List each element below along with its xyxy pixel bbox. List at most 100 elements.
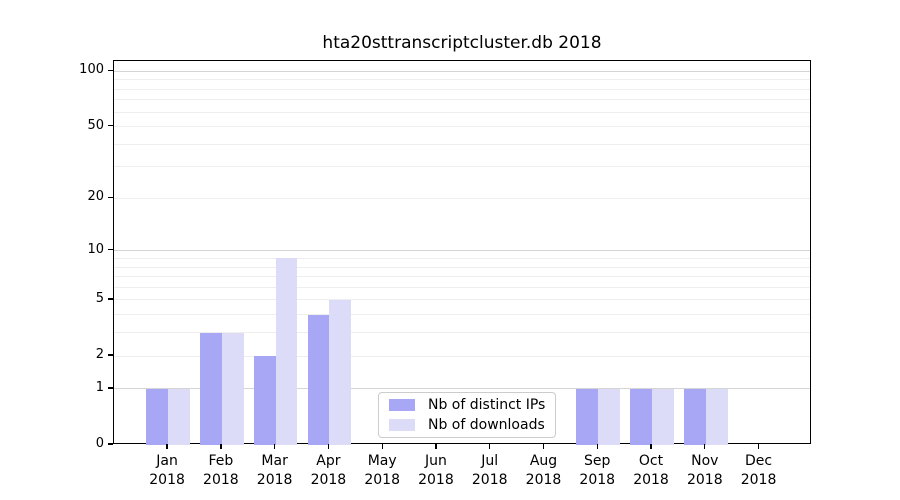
- minor-gridline: [114, 257, 810, 259]
- minor-gridline: [114, 299, 810, 301]
- plot-area: [113, 60, 811, 445]
- x-tick-label: Mar 2018: [243, 452, 307, 490]
- legend-swatch-distinct-ips: [389, 399, 415, 411]
- bar-distinct-ips: [146, 388, 169, 445]
- minor-gridline: [114, 276, 810, 278]
- x-tick-label: Apr 2018: [296, 452, 360, 490]
- chart-title: hta20sttranscriptcluster.db 2018: [322, 33, 602, 53]
- x-tick-label: Feb 2018: [189, 452, 253, 490]
- x-tick-label-month: May: [367, 453, 397, 469]
- y-tick-label: 2: [95, 347, 104, 362]
- bar-downloads: [168, 388, 190, 445]
- x-tick: [220, 444, 222, 449]
- x-tick: [435, 444, 437, 449]
- minor-gridline: [114, 166, 810, 168]
- x-tick: [542, 444, 545, 449]
- x-tick-label-year: 2018: [579, 472, 616, 488]
- x-tick-label-month: Aug: [529, 453, 558, 469]
- y-tick: [108, 387, 113, 389]
- x-tick-label-month: Oct: [638, 453, 664, 469]
- minor-gridline: [114, 286, 810, 288]
- x-tick-label-month: Apr: [316, 453, 341, 469]
- y-tick-label: 0: [95, 436, 104, 451]
- y-tick: [108, 354, 113, 356]
- x-tick-label-year: 2018: [633, 472, 669, 488]
- minor-gridline: [114, 88, 810, 90]
- minor-gridline: [114, 126, 810, 128]
- legend-label: Nb of downloads: [428, 417, 545, 433]
- bar-downloads: [329, 299, 352, 445]
- x-tick: [489, 444, 491, 449]
- y-tick-label: 1: [95, 379, 104, 395]
- major-gridline: [114, 70, 810, 72]
- y-tick-label: 5: [95, 290, 104, 306]
- y-tick-label: 100: [79, 62, 104, 78]
- y-tick: [108, 196, 113, 199]
- bar-distinct-ips: [307, 314, 330, 445]
- bar-distinct-ips: [200, 332, 222, 445]
- x-tick-label-year: 2018: [310, 472, 347, 488]
- legend: Nb of distinct IPs Nb of downloads: [378, 392, 557, 438]
- x-tick-label-month: Jun: [425, 453, 447, 469]
- y-tick: [108, 124, 113, 127]
- x-tick: [596, 444, 598, 449]
- minor-gridline: [114, 111, 810, 113]
- x-tick-label-month: Nov: [691, 453, 719, 469]
- x-tick-label-month: Jan: [156, 453, 178, 469]
- y-tick: [108, 298, 113, 300]
- x-tick-label-year: 2018: [525, 472, 562, 488]
- x-tick-label-year: 2018: [149, 472, 185, 488]
- bar-distinct-ips: [684, 388, 706, 445]
- bar-distinct-ips: [576, 388, 599, 445]
- x-tick-label-year: 2018: [740, 472, 777, 488]
- x-tick-label: Sep 2018: [565, 452, 629, 490]
- x-tick-label: Jan 2018: [135, 452, 199, 490]
- bar-downloads: [652, 388, 674, 445]
- x-tick: [704, 444, 706, 449]
- minor-gridline: [114, 332, 810, 334]
- x-tick: [381, 444, 383, 449]
- minor-gridline: [114, 266, 810, 268]
- bar-distinct-ips: [253, 356, 276, 445]
- x-tick: [273, 444, 276, 449]
- minor-gridline: [114, 143, 810, 145]
- legend-label: Nb of distinct IPs: [428, 397, 546, 413]
- x-tick-label: Nov 2018: [673, 452, 737, 490]
- x-tick-label-month: Dec: [745, 453, 773, 469]
- legend-row: Nb of distinct IPs: [389, 397, 545, 413]
- y-tick-label: 50: [87, 117, 104, 133]
- x-tick-label-year: 2018: [256, 472, 293, 488]
- y-tick: [108, 69, 113, 71]
- x-tick-label-year: 2018: [418, 472, 454, 488]
- y-tick-label: 10: [87, 241, 104, 257]
- x-tick: [650, 444, 652, 449]
- x-tick-label: Jun 2018: [404, 452, 468, 490]
- x-tick-label-month: Sep: [584, 453, 611, 469]
- minor-gridline: [114, 197, 810, 199]
- x-tick-label-month: Feb: [208, 453, 234, 469]
- major-gridline: [114, 250, 810, 252]
- x-tick-label-year: 2018: [686, 472, 723, 488]
- bar-downloads: [705, 388, 728, 445]
- bar-downloads: [275, 258, 298, 445]
- x-tick-label-year: 2018: [364, 472, 400, 488]
- x-tick: [757, 444, 760, 449]
- minor-gridline: [114, 99, 810, 101]
- minor-gridline: [114, 79, 810, 81]
- minor-gridline: [114, 355, 810, 357]
- x-tick-label-month: Mar: [261, 453, 288, 469]
- x-tick-label: Aug 2018: [511, 452, 575, 490]
- x-tick-label-month: Jul: [481, 453, 499, 469]
- y-tick-label: 20: [87, 189, 104, 205]
- x-tick-label: May 2018: [350, 452, 414, 490]
- x-tick: [166, 444, 168, 449]
- x-tick-label: Dec 2018: [727, 452, 791, 490]
- bar-distinct-ips: [630, 388, 653, 445]
- x-tick: [327, 444, 330, 449]
- x-tick-label: Jul 2018: [458, 452, 522, 490]
- bar-downloads: [598, 388, 621, 445]
- y-tick: [108, 249, 113, 251]
- x-tick-label-year: 2018: [471, 472, 508, 488]
- major-gridline: [114, 388, 810, 390]
